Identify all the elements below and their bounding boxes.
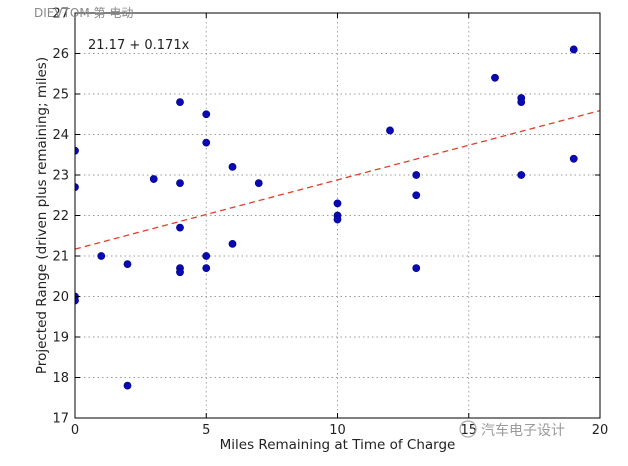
- y-tick-label: 17: [52, 412, 69, 427]
- y-tick-label: 23: [52, 169, 69, 184]
- y-tick-label: 24: [52, 128, 69, 143]
- data-points: [75, 45, 578, 390]
- data-point: [176, 179, 184, 187]
- data-point: [123, 381, 132, 390]
- y-tick-label: 21: [52, 250, 69, 265]
- data-point: [254, 179, 263, 187]
- y-axis-label: Projected Range (driven plus remaining; …: [34, 57, 50, 374]
- data-point: [97, 252, 106, 260]
- fit-line: [74, 109, 601, 250]
- grid-lines: [75, 13, 600, 418]
- data-point: [569, 45, 578, 54]
- y-tick-label: 20: [52, 290, 69, 305]
- data-point: [333, 215, 342, 224]
- data-point: [149, 175, 158, 183]
- data-point: [412, 191, 421, 200]
- data-point: [386, 126, 394, 135]
- data-point: [176, 98, 184, 106]
- x-tick-label: 20: [592, 423, 609, 438]
- data-point: [202, 138, 211, 147]
- fit-line-layer: [74, 109, 601, 250]
- y-tick-label: 25: [52, 88, 69, 103]
- x-tick-label: 10: [329, 423, 346, 438]
- data-point: [569, 154, 578, 163]
- data-point: [517, 98, 526, 106]
- x-tick-label: 0: [71, 423, 79, 438]
- x-tick-label: 5: [202, 423, 210, 438]
- data-point: [176, 268, 184, 277]
- y-tick-label: 22: [52, 209, 69, 224]
- watermark-bottom-group: 汽车电子设计: [459, 420, 565, 439]
- data-point: [202, 264, 211, 273]
- y-tick-label: 19: [52, 331, 69, 346]
- fit-equation-annotation: 21.17 + 0.171x: [88, 38, 190, 53]
- data-point: [228, 162, 237, 171]
- data-point: [491, 73, 499, 82]
- data-point: [412, 171, 421, 179]
- data-point: [202, 110, 211, 119]
- watermark-bottom: 汽车电子设计: [481, 422, 565, 439]
- x-tick-label: 15: [460, 423, 477, 438]
- y-tick-label: 18: [52, 371, 69, 386]
- data-point: [412, 264, 421, 273]
- data-point: [333, 199, 342, 208]
- wechat-logo-icon: [459, 420, 477, 438]
- watermark-top: DIEVTOM 第 电动: [34, 6, 133, 20]
- data-point: [228, 239, 237, 248]
- y-tick-label: 26: [52, 47, 69, 62]
- axis-ticks: 0 5 10 15 20 17 18 19 20 21 22 23 24 25 26 27: [52, 7, 608, 439]
- data-point: [123, 260, 132, 268]
- y-tick-label: 27: [52, 7, 69, 22]
- data-point: [176, 223, 184, 232]
- data-point: [517, 171, 526, 179]
- x-axis-label: Miles Remaining at Time of Charge: [220, 437, 456, 453]
- data-point: [202, 252, 211, 260]
